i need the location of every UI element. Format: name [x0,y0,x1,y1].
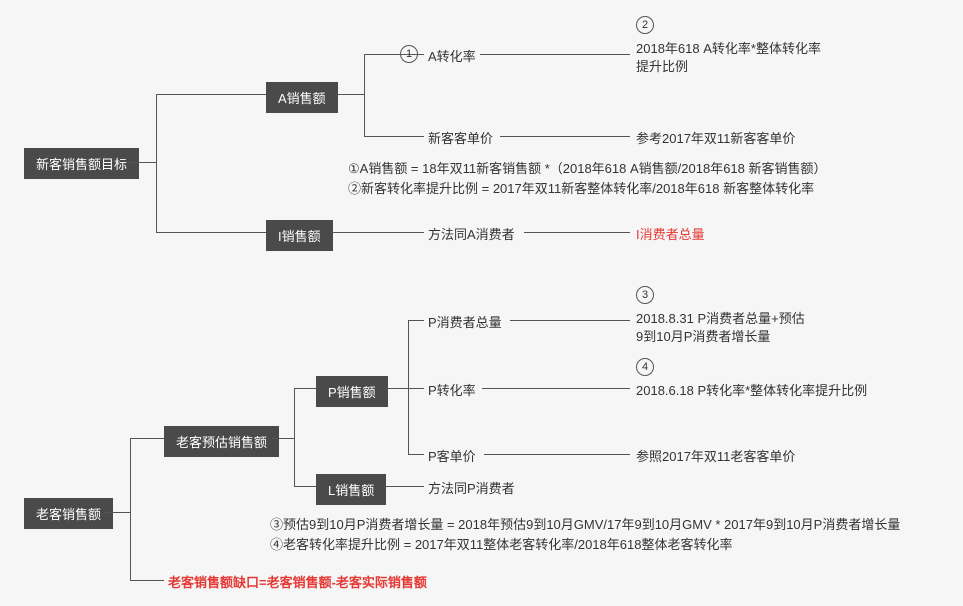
line [156,94,266,95]
label-p-aov-ref: 参照2017年双11老客客单价 [636,446,795,465]
diagram-canvas: { "type": "tree", "colors": { "box_bg": … [0,0,963,606]
label-i-method: 方法同A消费者 [428,224,515,243]
box-i-sales: I销售额 [266,220,333,251]
line [130,438,164,439]
line [294,388,295,486]
label-p-total: P消费者总量 [428,312,502,331]
line [332,232,424,233]
line [130,438,131,580]
box-old-estimate: 老客预估销售额 [164,426,279,457]
line [364,54,365,136]
line [336,94,364,95]
line [294,486,316,487]
circle-4: 4 [636,358,654,376]
line [364,136,424,137]
line [524,232,630,233]
label-l-method: 方法同P消费者 [428,478,515,497]
line [480,54,630,55]
box-p-sales: P销售额 [316,376,388,407]
line [156,94,157,232]
line [510,320,630,321]
label-a-conv-detail-1: 2018年618 A转化率*整体转化率 [636,38,821,57]
line [482,388,630,389]
line [294,388,316,389]
line [408,320,424,321]
circle-1: 1 [400,45,418,63]
label-a-conversion: A转化率 [428,46,476,65]
box-a-sales: A销售额 [266,82,338,113]
box-new-customer-root: 新客销售额目标 [24,148,139,179]
label-a-aov: 新客客单价 [428,128,493,147]
label-i-total: I消费者总量 [636,224,705,243]
circle-3: 3 [636,286,654,304]
line [130,580,164,581]
formula-2: ②新客转化率提升比例 = 2017年双11新客整体转化率/2018年618 新客… [348,178,814,197]
formula-1: ①A销售额 = 18年双11新客销售额 *（2018年618 A销售额/2018… [348,158,827,177]
line [484,454,630,455]
label-p-total-detail-1: 2018.8.31 P消费者总量+预估 [636,308,805,327]
line [408,388,424,389]
line [384,486,424,487]
label-p-total-detail-2: 9到10月P消费者增长量 [636,326,770,345]
label-p-conversion: P转化率 [428,380,476,399]
line [408,454,424,455]
label-p-aov: P客单价 [428,446,476,465]
formula-4: ④老客转化率提升比例 = 2017年双11整体老客转化率/2018年618整体老… [270,534,732,553]
label-a-aov-ref: 参考2017年双11新客客单价 [636,128,795,147]
label-gap-formula: 老客销售额缺口=老客销售额-老客实际销售额 [168,572,427,591]
line [156,232,266,233]
label-a-conv-detail-2: 提升比例 [636,56,688,75]
line [128,162,156,163]
circle-2: 2 [636,16,654,34]
line [500,136,630,137]
label-p-conv-detail: 2018.6.18 P转化率*整体转化率提升比例 [636,380,867,399]
line [408,320,409,454]
box-old-customer-root: 老客销售额 [24,498,113,529]
line [272,438,294,439]
formula-3: ③预估9到10月P消费者增长量 = 2018年预估9到10月GMV/17年9到1… [270,514,900,533]
line [104,512,130,513]
box-l-sales: L销售额 [316,474,386,505]
line [386,388,408,389]
